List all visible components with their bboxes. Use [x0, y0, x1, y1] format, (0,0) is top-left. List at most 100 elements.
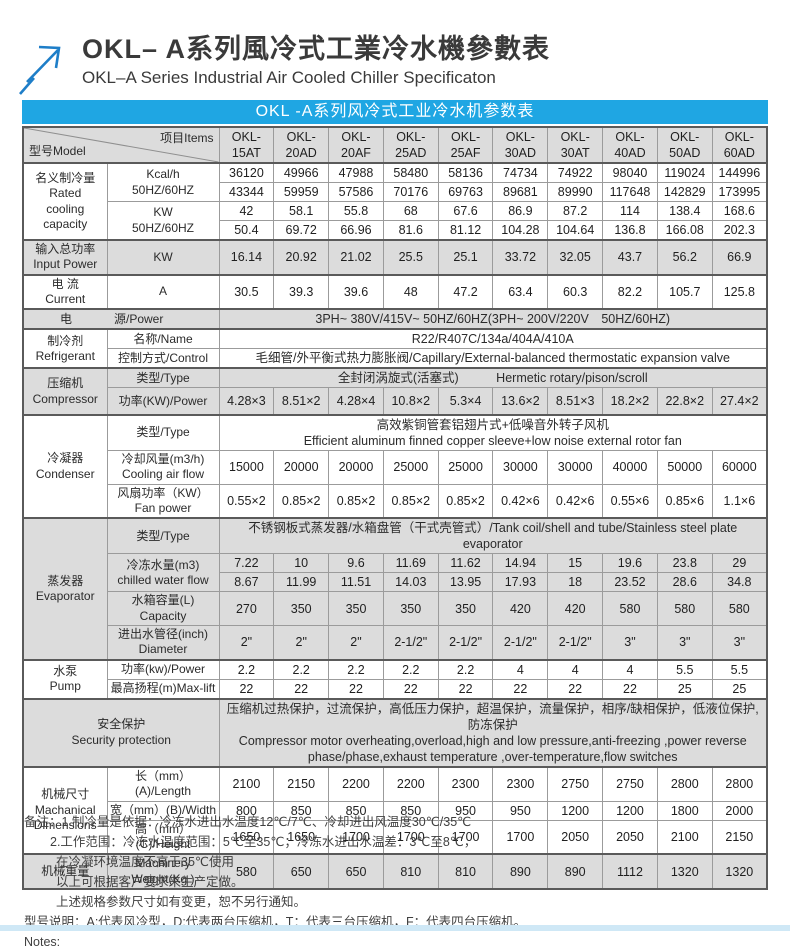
value-cell: 850	[382, 800, 439, 821]
note-line: 上述规格参数尺寸如有变更，恕不另行通知。	[56, 895, 307, 909]
value-cell: 25.1	[437, 239, 494, 276]
value-cell: 56.2	[656, 239, 713, 276]
value-cell: 2800	[656, 765, 713, 802]
value-cell: 70176	[382, 182, 439, 202]
value-cell: 1200	[602, 800, 658, 821]
value-cell: 0.42×6	[492, 483, 549, 519]
value-cell: 1112	[602, 853, 658, 890]
value-cell: 136.8	[602, 220, 658, 241]
value-cell: 202.3	[711, 220, 768, 241]
value-cell: 2"	[328, 625, 384, 661]
notes-block: 备注：1.制冷量是依据：冷冻水进出水温度12℃/7℃、冷却进出风温度30℃/35…	[24, 812, 764, 952]
value-cell: 2"	[218, 625, 275, 661]
value-cell: 1700	[492, 819, 549, 855]
table-row: 最高扬程(m)Max-lift 22 22 22 22 22 22 22 22 25 25	[23, 678, 768, 700]
value-cell: 22	[382, 678, 439, 700]
item-label-fan-power: 风扇功率（KW） Fan power	[106, 483, 220, 519]
value-cell: 350	[328, 591, 384, 627]
value-cell: 67.6	[437, 201, 494, 221]
value-cell: 2.2	[437, 658, 494, 680]
item-label-evaporator-type: 类型/Type	[106, 517, 220, 555]
section-label-rated: 名义制冷量 Rated cooling capacity	[22, 162, 108, 241]
value-cell: 2100	[218, 765, 275, 802]
value-cell: 2.2	[328, 658, 384, 680]
value-cell: 1.1×6	[711, 483, 768, 519]
value-cell: 580	[711, 591, 768, 627]
value-cell: 11.69	[382, 553, 439, 574]
value-cell: 11.51	[328, 572, 384, 593]
value-cell: 39.3	[273, 273, 330, 310]
value-cell: 950	[437, 800, 494, 821]
table-row: 电 源/Power 3PH~ 380V/415V~ 50HZ/60HZ(3PH~…	[22, 308, 768, 330]
table-row: 冷冻水量(m3) chilled water flow 7.22 10 9.6 11.6…	[23, 553, 768, 593]
item-label-chilled-water: 冷冻水量(m3) chilled water flow	[106, 553, 220, 593]
value-cell: 40000	[602, 449, 658, 485]
table-row: 水泵 Pump 功率(kw)/Power 2.2 2.2 2.2 2.2 2.2 4 4 4 5.…	[22, 658, 768, 700]
corner-items-label: 项目Items	[160, 131, 214, 145]
corner-cell: 项目Items 型号Model	[22, 126, 220, 164]
value-cell: 66.96	[328, 220, 384, 241]
value-cell: 87.2	[547, 201, 604, 221]
value-cell: 0.85×2	[437, 483, 494, 519]
value-cell: 5.5	[656, 658, 713, 680]
item-label-input-power-unit: KW	[106, 239, 220, 276]
value-cell: 1650	[273, 819, 330, 855]
model-header-cell: OKL- 50AD	[656, 126, 713, 164]
value-cell: 48	[382, 273, 439, 310]
value-cell: 4	[547, 658, 604, 680]
value-cell: 36120	[218, 162, 275, 183]
item-label-kcal: Kcal/h 50HZ/60HZ	[106, 162, 220, 202]
condenser-type-value: 高效紫铜管套铝翅片式+低噪音外转子风机 Efficient aluminum fi…	[218, 413, 768, 451]
value-cell: 13.95	[437, 572, 494, 593]
value-cell: 173995	[711, 182, 768, 202]
value-cell: 57586	[328, 182, 384, 202]
table-row: 冷却风量(m3/h) Cooling air flow 15000 20000 200…	[23, 449, 768, 485]
value-cell: 104.64	[547, 220, 604, 241]
value-cell: 2300	[437, 765, 494, 802]
bottom-strip	[0, 925, 790, 931]
value-cell: 25000	[382, 449, 439, 485]
item-label-kw: KW 50HZ/60HZ	[106, 201, 220, 241]
value-cell: 22.8×2	[656, 387, 713, 416]
value-cell: 810	[437, 853, 494, 890]
value-cell: 10.8×2	[382, 387, 439, 416]
item-label-cooling-air-flow: 冷却风量(m3/h) Cooling air flow	[106, 449, 220, 485]
value-cell: 60000	[711, 449, 768, 485]
evaporator-type-value: 不锈钢板式蒸发器/水箱盘管（干式壳管式）/Tank coil/shell and…	[218, 517, 768, 555]
value-cell: 30000	[547, 449, 604, 485]
value-cell: 30000	[492, 449, 549, 485]
value-cell: 21.02	[328, 239, 384, 276]
value-cell: 7.22	[218, 553, 275, 574]
value-cell: 20.92	[273, 239, 330, 276]
value-cell: 0.85×2	[328, 483, 384, 519]
value-cell: 166.08	[656, 220, 713, 241]
table-row: 50.4 69.72 66.96 81.6 81.12 104.28 104.64 136.8…	[23, 220, 768, 241]
value-cell: 8.51×3	[547, 387, 604, 416]
value-cell: 98040	[602, 162, 658, 183]
value-cell: 22	[273, 678, 330, 700]
value-cell: 104.28	[492, 220, 549, 241]
value-cell: 19.6	[602, 553, 658, 574]
compressor-type-value: 全封闭涡旋式(活塞式) Hermetic rotary/pison/scroll	[218, 367, 768, 389]
value-cell: 22	[437, 678, 494, 700]
value-cell: 2100	[656, 819, 713, 855]
value-cell: 63.4	[492, 273, 549, 310]
value-cell: 58.1	[273, 201, 330, 221]
value-cell: 66.9	[711, 239, 768, 276]
value-cell: 420	[547, 591, 604, 627]
table-row: 8.67 11.99 11.51 14.03 13.95 17.93 18 23.52 28.6…	[23, 572, 768, 593]
value-cell: 22	[218, 678, 275, 700]
value-cell: 47988	[328, 162, 384, 183]
value-cell: 42	[218, 201, 275, 221]
section-label-power-supply: 电 源/Power	[22, 308, 220, 330]
model-header-cell: OKL- 40AD	[602, 126, 658, 164]
section-label-weight: 机械重量	[22, 853, 108, 890]
value-cell: 2200	[382, 765, 439, 802]
section-label-compressor: 压缩机 Compressor	[22, 367, 108, 416]
value-cell: 5.5	[711, 658, 768, 680]
value-cell: 2300	[492, 765, 549, 802]
table-row: 风扇功率（KW） Fan power 0.55×2 0.85×2 0.85×2 0.85…	[23, 483, 768, 519]
value-cell: 50000	[656, 449, 713, 485]
note-line: 以上可根据客户要求来生产定做。	[56, 875, 244, 889]
value-cell: 25	[656, 678, 713, 700]
